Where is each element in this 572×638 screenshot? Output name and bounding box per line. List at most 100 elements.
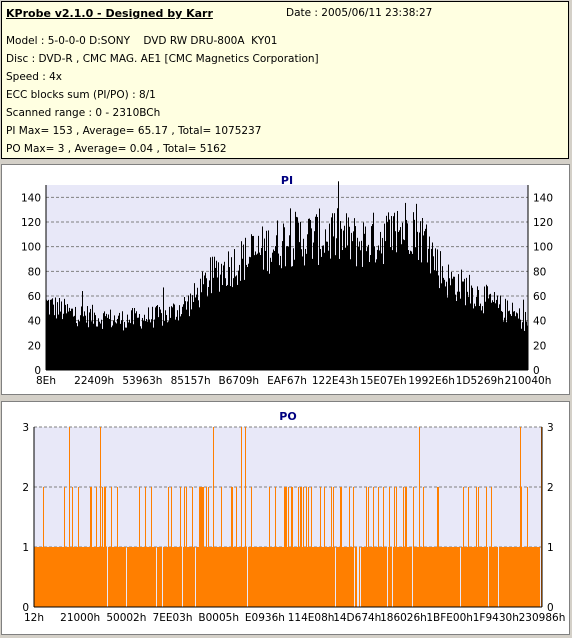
data-bar [167,547,168,607]
x-tick-label: 186026h [380,612,427,624]
data-bar [445,547,446,607]
y-tick-label-right: 40 [533,316,546,328]
data-bar [374,246,375,370]
data-bar [410,250,411,370]
data-bar [175,319,176,370]
data-bar [464,547,465,607]
data-bar [401,547,402,607]
data-bar [303,238,304,370]
data-bar [125,547,126,607]
data-bar [332,213,333,370]
data-bar [297,217,298,370]
data-bar [235,547,236,607]
data-bar [315,547,316,607]
data-bar [90,308,91,370]
x-tick-label: 21000h [60,612,100,624]
data-bar [112,325,113,370]
data-bar [509,310,510,370]
data-bar [401,244,402,370]
data-bar [490,293,491,370]
data-bar [235,276,236,370]
data-bar [361,547,362,607]
data-bar [381,547,382,607]
data-bar [397,210,398,370]
data-bar [303,487,304,607]
data-bar [287,547,288,607]
data-bar [134,547,135,607]
data-bar [89,312,90,370]
data-bar [274,250,275,370]
data-bar [167,322,168,370]
data-bar [113,320,114,370]
data-bar [467,547,468,607]
data-bar [282,241,283,370]
data-bar [285,266,286,370]
data-bar [239,264,240,370]
data-bar [184,487,185,607]
data-bar [116,323,117,370]
data-bar [81,306,82,370]
x-tick-label: 22409h [74,375,114,387]
data-bar [309,547,310,607]
data-bar [85,315,86,370]
data-bar [99,321,100,370]
data-bar [206,278,207,370]
data-bar [66,547,67,607]
data-bar [446,547,447,607]
data-bar [193,301,194,370]
data-bar [259,252,260,370]
data-bar [434,270,435,370]
data-bar [149,547,150,607]
data-bar [201,292,202,370]
x-tick-label: 15E07Eh [360,375,407,387]
data-bar [62,319,63,370]
data-bar [348,547,349,607]
data-bar [190,547,191,607]
data-bar [352,547,353,607]
data-bar [64,298,65,370]
x-tick-label: 122E43h [312,375,359,387]
data-bar [364,547,365,607]
data-bar [395,547,396,607]
data-bar [435,547,436,607]
info-panel: KProbe v2.1.0 - Designed by Karr Date : … [1,1,569,159]
data-bar [214,256,215,370]
data-bar [465,305,466,370]
data-bar [492,547,493,607]
data-bar [268,230,269,370]
data-bar [415,247,416,370]
data-bar [63,547,64,607]
data-bar [311,228,312,370]
data-bar [264,238,265,370]
data-bar [289,235,290,370]
data-bar [190,293,191,370]
data-bar [365,547,366,607]
data-bar [353,231,354,370]
data-bar [381,253,382,370]
y-tick-label: 80 [28,266,41,278]
data-bar [317,547,318,607]
data-bar [248,547,249,607]
data-bar [503,321,504,370]
data-bar [121,320,122,370]
data-bar [394,212,395,370]
data-bar [246,264,247,370]
data-bar [288,246,289,370]
info-speed: Speed : 4x [6,71,63,83]
data-bar [185,547,186,607]
data-bar [451,272,452,370]
x-tick-label: 1F9430h [473,612,519,624]
data-bar [474,547,475,607]
data-bar [146,318,147,370]
data-bar [263,269,264,370]
data-bar [501,547,502,607]
data-bar [376,259,377,370]
data-bar [300,487,301,607]
data-bar [462,547,463,607]
x-tick-label: 50002h [106,612,146,624]
data-bar [410,547,411,607]
data-bar [402,222,403,370]
data-bar [428,248,429,370]
data-bar [187,301,188,370]
data-bar [213,427,214,607]
